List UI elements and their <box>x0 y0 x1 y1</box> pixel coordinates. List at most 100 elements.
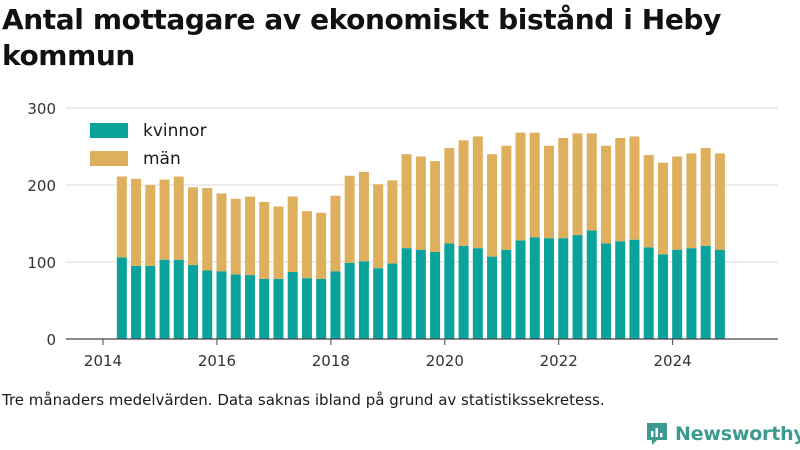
bar-man <box>529 132 540 238</box>
bar-man <box>330 195 341 272</box>
x-tick-label: 2014 <box>84 352 122 370</box>
x-tick-label: 2022 <box>540 352 578 370</box>
bar-kvinnor <box>159 259 170 339</box>
bar-kvinnor <box>373 268 384 339</box>
bar-kvinnor <box>387 263 398 339</box>
chart-title: Antal mottagare av ekonomiskt bistånd i … <box>2 3 721 72</box>
bar-man <box>615 138 626 242</box>
bar-kvinnor <box>430 251 441 339</box>
bar-kvinnor <box>686 248 697 339</box>
bar-man <box>686 153 697 249</box>
bar-man <box>131 178 142 266</box>
bar-kvinnor <box>600 243 611 339</box>
bar-man <box>444 148 455 244</box>
bar-kvinnor <box>330 271 341 339</box>
bar-kvinnor <box>643 247 654 339</box>
legend-label-kvinnor: kvinnor <box>143 121 207 141</box>
bars <box>116 132 725 339</box>
bar-man <box>415 156 426 250</box>
bar-man <box>672 156 683 250</box>
bar-man <box>244 196 255 276</box>
bar-kvinnor <box>344 262 355 339</box>
bar-kvinnor <box>415 249 426 339</box>
bar-kvinnor <box>487 256 498 339</box>
bar-man <box>487 154 498 257</box>
bar-man <box>558 138 569 239</box>
bar-man <box>159 179 170 260</box>
legend-label-man: män <box>143 149 181 169</box>
x-tick-label: 2016 <box>198 352 236 370</box>
legend-swatch-kvinnor <box>90 123 128 138</box>
bar-kvinnor <box>301 278 312 339</box>
bar-kvinnor <box>700 245 711 339</box>
bar-man <box>714 153 725 250</box>
bar-man <box>501 145 512 250</box>
brand-logo: Newsworthy <box>645 420 800 448</box>
bar-kvinnor <box>558 238 569 339</box>
bar-kvinnor <box>515 240 526 339</box>
bar-kvinnor <box>273 278 284 339</box>
bar-man <box>643 154 654 248</box>
bar-kvinnor <box>230 274 241 339</box>
bar-man <box>216 193 227 272</box>
bar-kvinnor <box>173 259 184 339</box>
stacked-bar-chart: 0 100 200 300 2014 2016 2018 2020 2022 2024 kvinn… <box>27 100 778 370</box>
bar-man <box>358 171 369 262</box>
x-tick-label: 2024 <box>654 352 692 370</box>
bar-man <box>401 154 412 249</box>
legend-swatch-man <box>90 151 128 166</box>
bar-kvinnor <box>131 265 142 339</box>
bar-man <box>700 148 711 246</box>
bar-kvinnor <box>572 235 583 339</box>
bar-man <box>301 211 312 279</box>
bar-kvinnor <box>216 271 227 339</box>
bar-kvinnor <box>501 249 512 339</box>
bar-man <box>629 136 640 240</box>
bar-man <box>230 198 241 275</box>
bar-man <box>472 136 483 249</box>
y-tick-label: 0 <box>46 331 56 349</box>
bar-kvinnor <box>714 249 725 339</box>
bar-kvinnor <box>116 257 127 339</box>
bar-kvinnor <box>586 230 597 339</box>
bar-kvinnor <box>472 248 483 339</box>
bar-man <box>572 133 583 236</box>
bar-kvinnor <box>615 241 626 339</box>
bar-kvinnor <box>544 238 555 339</box>
bar-kvinnor <box>358 261 369 339</box>
bar-man <box>188 187 199 266</box>
bar-kvinnor <box>287 272 298 339</box>
bar-kvinnor <box>244 275 255 339</box>
bar-man <box>458 140 469 246</box>
bar-man <box>173 176 184 260</box>
bar-kvinnor <box>202 270 213 339</box>
bar-man <box>202 188 213 271</box>
bar-man <box>273 206 284 279</box>
legend: kvinnor män <box>90 121 207 169</box>
bar-kvinnor <box>672 249 683 339</box>
bar-man <box>259 201 270 279</box>
y-tick-label: 100 <box>27 254 56 272</box>
bar-kvinnor <box>657 254 668 339</box>
bar-man <box>430 161 441 252</box>
bar-kvinnor <box>444 243 455 339</box>
bar-man <box>657 162 668 255</box>
axes: 0 100 200 300 2014 2016 2018 2020 2022 2024 <box>27 100 778 370</box>
bar-kvinnor <box>316 278 327 339</box>
bar-man <box>145 185 156 266</box>
x-tick-label: 2018 <box>312 352 350 370</box>
bar-kvinnor <box>529 237 540 339</box>
bar-man <box>116 176 127 258</box>
bar-man <box>586 133 597 231</box>
bar-man <box>373 184 384 269</box>
bar-kvinnor <box>401 248 412 339</box>
bar-man <box>387 180 398 264</box>
y-tick-label: 300 <box>27 100 56 118</box>
bar-man <box>600 145 611 244</box>
bar-man <box>544 145 555 239</box>
bar-kvinnor <box>188 265 199 339</box>
bar-kvinnor <box>145 265 156 339</box>
y-tick-label: 200 <box>27 177 56 195</box>
bar-kvinnor <box>458 245 469 339</box>
x-tick-label: 2020 <box>426 352 464 370</box>
